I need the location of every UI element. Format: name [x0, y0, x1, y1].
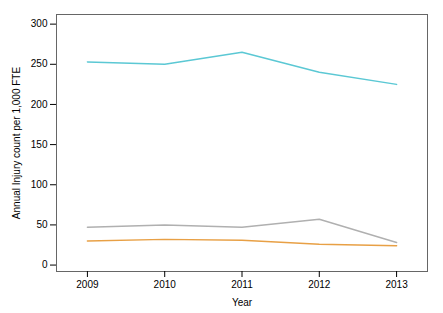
svg-text:Year: Year: [232, 297, 253, 308]
svg-text:2013: 2013: [385, 279, 408, 290]
svg-text:150: 150: [31, 139, 48, 150]
svg-text:2009: 2009: [76, 279, 99, 290]
svg-text:300: 300: [31, 18, 48, 29]
svg-text:2010: 2010: [154, 279, 177, 290]
svg-text:0: 0: [42, 259, 48, 270]
svg-text:2012: 2012: [308, 279, 331, 290]
svg-text:100: 100: [31, 179, 48, 190]
svg-text:2011: 2011: [231, 279, 253, 290]
svg-text:50: 50: [36, 219, 48, 230]
svg-text:Annual Injury count per 1,000: Annual Injury count per 1,000 FTE: [11, 67, 22, 220]
svg-text:200: 200: [31, 99, 48, 110]
svg-text:250: 250: [31, 58, 48, 69]
